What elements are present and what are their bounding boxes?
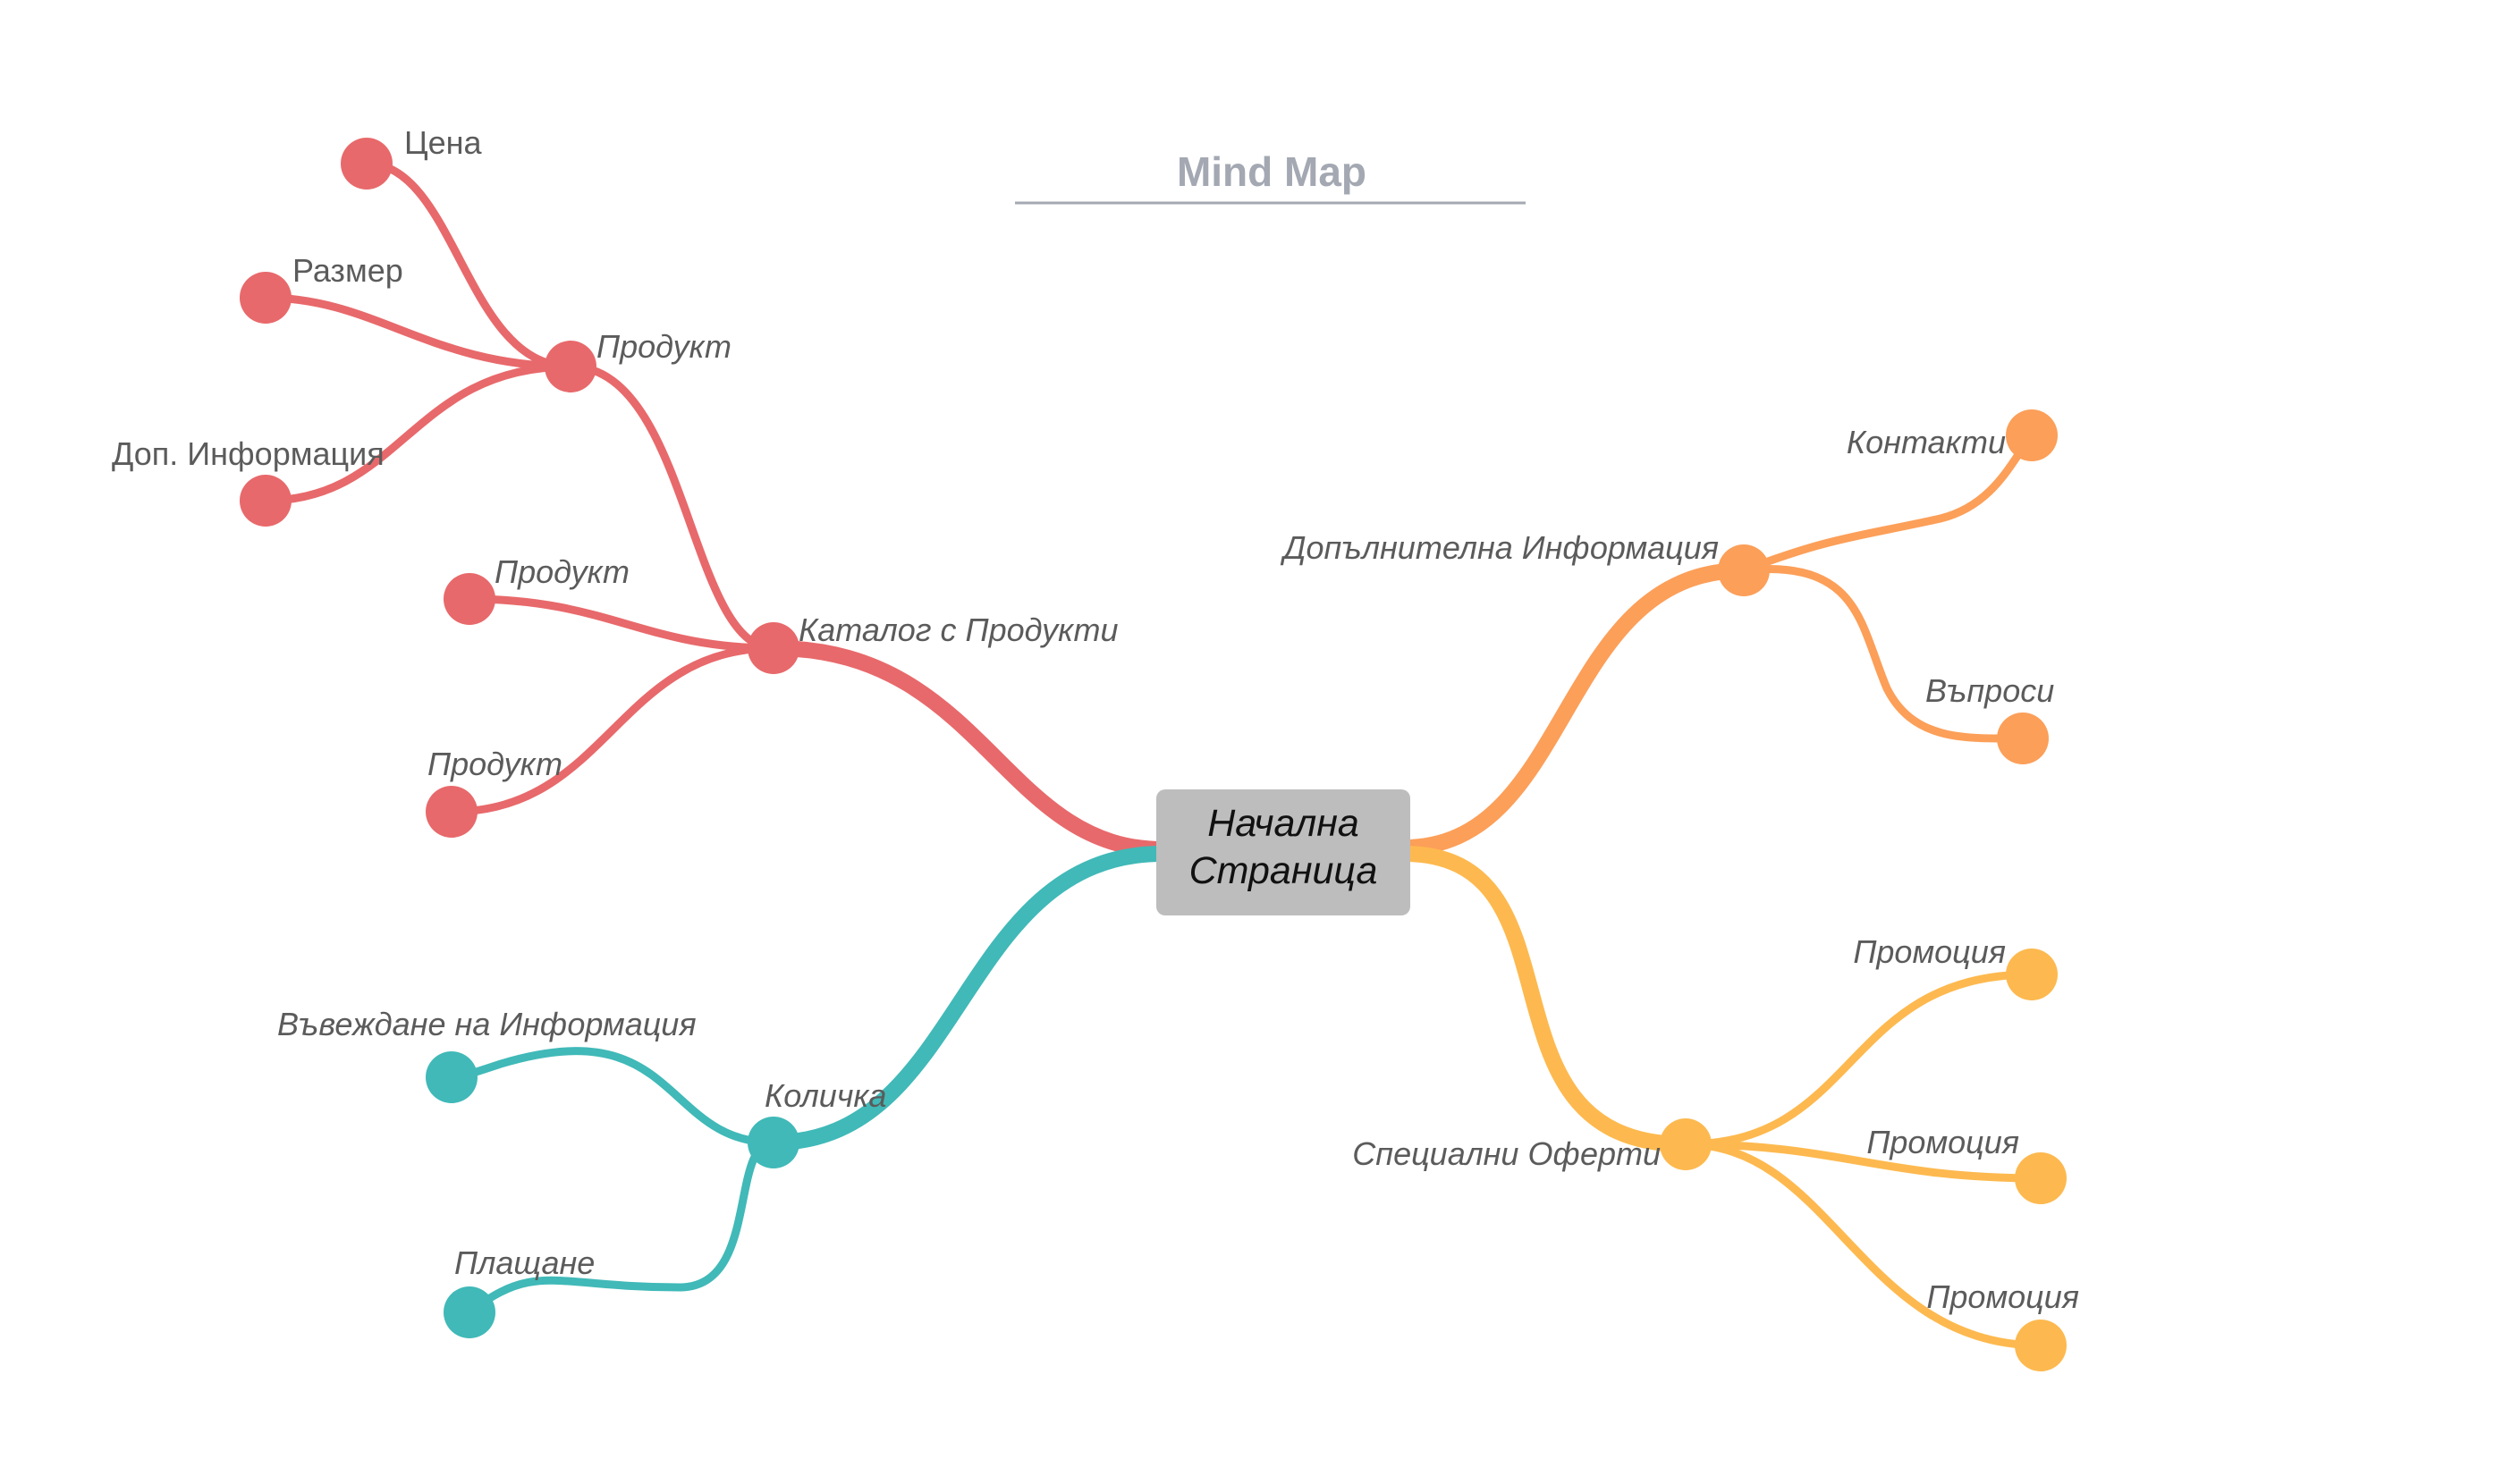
node-info-input[interactable] bbox=[426, 1051, 478, 1103]
edge-offers-promo-2 bbox=[1681, 1140, 2045, 1183]
node-promo-3[interactable] bbox=[2015, 1320, 2067, 1371]
edge-offers-promo-3 bbox=[1681, 1140, 2045, 1350]
catalog-nodes bbox=[240, 138, 799, 838]
edge-catalog-product-main bbox=[566, 362, 778, 653]
node-catalog[interactable] bbox=[748, 622, 799, 674]
node-payment[interactable] bbox=[444, 1286, 495, 1338]
label-catalog: Каталог с Продукти bbox=[799, 611, 1119, 648]
edge-root-offers bbox=[1396, 846, 1694, 1152]
node-size[interactable] bbox=[240, 272, 292, 324]
label-offers: Специални Оферти bbox=[1352, 1135, 1661, 1172]
offers-nodes bbox=[1660, 949, 2067, 1371]
label-promo-2: Промоция bbox=[1866, 1124, 2019, 1160]
edge-catalog-product-2 bbox=[465, 595, 778, 653]
label-size: Размер bbox=[292, 252, 403, 289]
label-cart: Количка bbox=[765, 1077, 886, 1114]
info-branch bbox=[1396, 431, 2036, 856]
catalog-branch bbox=[261, 159, 1171, 857]
node-cart[interactable] bbox=[748, 1117, 799, 1168]
edge-info-contacts bbox=[1739, 431, 2036, 575]
edge-catalog-product-3 bbox=[447, 644, 778, 816]
edge-root-catalog bbox=[765, 640, 1171, 857]
label-product-main: Продукт bbox=[596, 328, 731, 365]
node-product-3[interactable] bbox=[426, 786, 478, 838]
node-product-2[interactable] bbox=[444, 573, 495, 625]
edge-product-extra bbox=[261, 362, 575, 505]
edge-cart-payment bbox=[465, 1138, 778, 1317]
edge-product-size bbox=[261, 293, 575, 371]
label-payment: Плащане bbox=[454, 1244, 595, 1281]
edge-offers-promo-1 bbox=[1681, 970, 2036, 1149]
label-info-input: Въвеждане на Информация bbox=[277, 1006, 697, 1042]
node-offers[interactable] bbox=[1660, 1118, 1712, 1170]
label-price: Цена bbox=[404, 124, 483, 161]
node-info[interactable] bbox=[1718, 544, 1770, 596]
node-questions[interactable] bbox=[1997, 713, 2049, 764]
label-info: Допълнителна Информация bbox=[1280, 529, 1719, 566]
root-label-line2: Страница bbox=[1189, 849, 1378, 892]
offers-branch bbox=[1396, 846, 2045, 1350]
edge-root-cart bbox=[765, 846, 1171, 1151]
root-node-box[interactable] bbox=[1156, 789, 1410, 915]
edge-info-questions bbox=[1739, 565, 2027, 743]
label-questions: Въпроси bbox=[1925, 672, 2054, 709]
label-contacts: Контакти bbox=[1847, 424, 2006, 460]
edge-product-price bbox=[362, 159, 575, 371]
node-contacts[interactable] bbox=[2006, 409, 2058, 461]
label-product-3: Продукт bbox=[427, 746, 562, 782]
node-price[interactable] bbox=[341, 138, 393, 190]
info-nodes bbox=[1718, 409, 2058, 764]
node-promo-1[interactable] bbox=[2006, 949, 2058, 1000]
label-product-2: Продукт bbox=[495, 553, 630, 590]
node-extra-info[interactable] bbox=[240, 475, 292, 527]
map-title: Mind Map bbox=[1177, 148, 1366, 195]
label-promo-3: Промоция bbox=[1926, 1278, 2079, 1315]
root-label-line1: Начална bbox=[1207, 802, 1359, 845]
cart-nodes bbox=[426, 1051, 799, 1338]
root-node[interactable]: Начална Страница bbox=[1156, 789, 1410, 915]
node-product-main[interactable] bbox=[545, 341, 596, 392]
label-extra-info: Доп. Информация bbox=[112, 435, 385, 472]
edge-cart-input bbox=[447, 1047, 778, 1147]
edge-root-info bbox=[1396, 562, 1752, 856]
label-promo-1: Промоция bbox=[1853, 933, 2006, 970]
node-promo-2[interactable] bbox=[2015, 1152, 2067, 1204]
